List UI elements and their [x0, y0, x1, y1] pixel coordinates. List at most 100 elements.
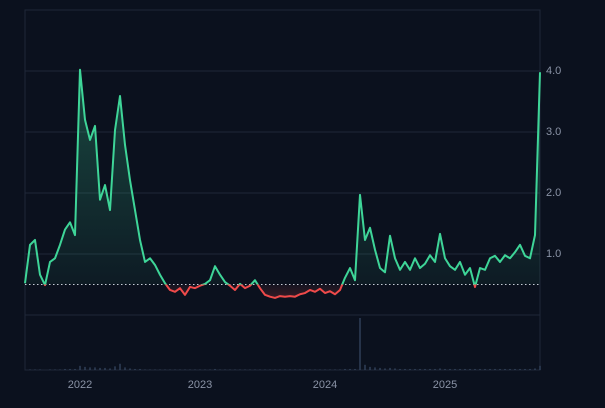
volume-bar: [119, 363, 121, 370]
volume-bar: [29, 369, 31, 370]
volume-bar: [369, 366, 371, 370]
volume-bar: [384, 368, 386, 370]
volume-bar: [124, 367, 126, 370]
volume-bar: [484, 368, 486, 370]
volume-bar: [244, 369, 246, 370]
volume-bar: [239, 369, 241, 370]
volume-bar: [474, 368, 476, 370]
volume-bar: [499, 368, 501, 370]
volume-bar: [174, 369, 176, 370]
y-tick-label: 2.0: [546, 187, 561, 199]
volume-bar: [254, 369, 256, 370]
volume-bar: [529, 368, 531, 370]
volume-bar: [414, 368, 416, 370]
volume-bar: [294, 369, 296, 370]
volume-bar: [209, 369, 211, 370]
volume-bar: [379, 367, 381, 370]
volume-bar: [34, 369, 36, 370]
volume-bar: [509, 368, 511, 370]
volume-bar: [349, 368, 351, 370]
volume-bar: [164, 369, 166, 370]
volume-bar: [219, 369, 221, 370]
volume-bar: [224, 369, 226, 370]
volume-bar: [234, 369, 236, 370]
volume-bar: [434, 368, 436, 370]
volume-bar: [454, 368, 456, 370]
volume-bar: [79, 365, 81, 370]
volume-bar: [264, 369, 266, 370]
volume-bar: [69, 368, 71, 370]
volume-bar: [199, 369, 201, 370]
volume-bar: [494, 368, 496, 370]
volume-bar: [299, 369, 301, 370]
volume-bar: [304, 369, 306, 370]
volume-bar: [279, 369, 281, 370]
volume-bar: [149, 369, 151, 370]
volume-bar: [169, 369, 171, 370]
volume-bar: [344, 368, 346, 370]
volume-bar: [334, 369, 336, 370]
x-tick-label: 2022: [68, 379, 92, 391]
volume-bar: [479, 368, 481, 370]
volume-bar: [374, 367, 376, 370]
volume-bar: [189, 369, 191, 370]
y-tick-label: 1.0: [546, 248, 561, 260]
volume-bar: [319, 369, 321, 370]
volume-bar: [519, 368, 521, 370]
volume-bar: [309, 369, 311, 370]
volume-bar: [229, 369, 231, 370]
volume-bar: [364, 364, 366, 370]
volume-bar: [259, 369, 261, 370]
volume-bar: [89, 367, 91, 370]
volume-bar: [534, 368, 536, 370]
volume-bar: [539, 365, 541, 370]
volume-bar: [339, 369, 341, 370]
volume-bar: [314, 369, 316, 370]
volume-bar: [104, 367, 106, 370]
volume-bar: [269, 369, 271, 370]
volume-bar: [469, 368, 471, 370]
volume-bar: [94, 367, 96, 370]
volume-bar: [54, 369, 56, 370]
volume-bar: [394, 368, 396, 370]
volume-bar: [504, 368, 506, 370]
volume-bar: [329, 369, 331, 370]
volume-bar: [274, 369, 276, 370]
volume-bar: [424, 368, 426, 370]
volume-bar: [439, 368, 441, 370]
volume-bar: [49, 369, 51, 370]
volume-bar: [289, 369, 291, 370]
volume-bar: [399, 368, 401, 370]
y-tick-label: 3.0: [546, 126, 561, 138]
volume-bar: [139, 368, 141, 370]
price-line: [24, 68, 541, 299]
volume-bar: [389, 367, 391, 370]
volume-bar: [179, 369, 181, 370]
volume-bar: [39, 369, 41, 370]
volume-bar: [64, 368, 66, 370]
volume-bar: [159, 369, 161, 370]
volume-bar: [249, 369, 251, 370]
volume-bar: [84, 366, 86, 370]
volume-bar: [109, 368, 111, 370]
volume-bar: [144, 369, 146, 370]
volume-bar: [514, 368, 516, 370]
volume-bar: [419, 368, 421, 370]
volume-bar: [204, 369, 206, 370]
volume-bar: [99, 367, 101, 370]
volume-bar: [59, 369, 61, 370]
volume-bar: [134, 368, 136, 370]
volume-bar: [354, 368, 356, 370]
volume-bar: [129, 368, 131, 370]
volume-bar: [444, 368, 446, 370]
volume-bar: [524, 368, 526, 370]
volume-bar: [489, 368, 491, 370]
volume-bar: [184, 369, 186, 370]
volume-bar: [194, 369, 196, 370]
volume-bar: [359, 318, 361, 370]
x-tick-label: 2024: [313, 379, 337, 391]
volume-bar: [459, 368, 461, 370]
volume-bar: [214, 368, 216, 370]
volume-bar: [114, 366, 116, 370]
